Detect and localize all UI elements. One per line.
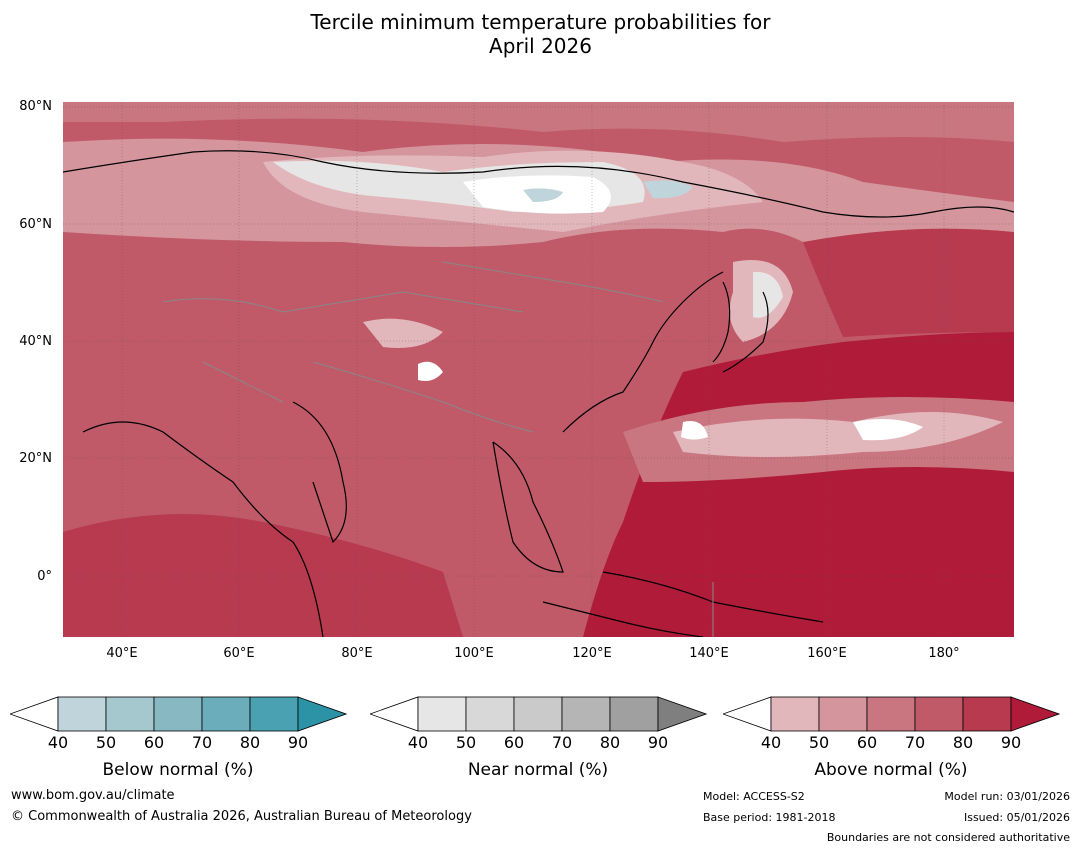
lon-label-40e: 40°E <box>106 646 138 661</box>
colorbar-segment <box>201 696 251 732</box>
tick: 40 <box>407 733 429 752</box>
footer-copyright: © Commonwealth of Australia 2026, Austra… <box>11 809 472 824</box>
colorbar-segment <box>57 696 107 732</box>
title-line-1: Tercile minimum temperature probabilitie… <box>310 10 771 34</box>
tick: 70 <box>191 733 213 752</box>
colorbar-near <box>370 696 707 732</box>
colorbar-above-low-arrow <box>723 696 772 732</box>
lon-label-140e: 140°E <box>689 646 729 661</box>
indian-ocean-zone <box>63 514 463 637</box>
lat-label-80n: 80°N <box>19 99 52 114</box>
footer-model-run: Model run: 03/01/2026 <box>944 790 1070 803</box>
lat-label-40n: 40°N <box>19 334 52 349</box>
tibet-white-spot <box>418 361 443 381</box>
colorbar-segment <box>609 696 659 732</box>
tick: 50 <box>455 733 477 752</box>
tick: 40 <box>47 733 69 752</box>
colorbar-segment <box>866 696 916 732</box>
colorbar-near-low-arrow <box>370 696 419 732</box>
footer-base-period: Base period: 1981-2018 <box>703 811 836 824</box>
tick: 80 <box>952 733 974 752</box>
colorbar-segment <box>962 696 1012 732</box>
colorbar-above-segments <box>770 696 1012 732</box>
north-pacific-zone <box>803 228 1014 337</box>
map-canvas <box>63 102 1014 637</box>
colorbar-segment <box>153 696 203 732</box>
tick: 60 <box>143 733 165 752</box>
tick: 70 <box>551 733 573 752</box>
colorbar-segment <box>249 696 299 732</box>
colorbar-segment <box>914 696 964 732</box>
japan-near-normal <box>753 271 783 318</box>
colorbar-above <box>723 696 1060 732</box>
probability-map <box>63 102 1014 637</box>
tick: 70 <box>904 733 926 752</box>
lon-label-160e: 160°E <box>807 646 847 661</box>
tick: 80 <box>599 733 621 752</box>
tick: 90 <box>647 733 669 752</box>
tick: 80 <box>239 733 261 752</box>
subtropical-white-1 <box>853 418 923 441</box>
footer-disclaimer: Boundaries are not considered authoritat… <box>826 831 1070 844</box>
colorbar-segment <box>818 696 868 732</box>
colorbar-near-title: Near normal (%) <box>467 760 609 780</box>
colorbar-segment <box>417 696 467 732</box>
lon-label-100e: 100°E <box>454 646 494 661</box>
title-line-2: April 2026 <box>489 34 592 58</box>
lat-label-0: 0° <box>37 569 52 584</box>
subtropical-pale <box>673 412 1003 457</box>
lon-label-180: 180° <box>928 646 960 661</box>
colorbar-above-high-arrow <box>1010 696 1060 732</box>
colorbar-below-title: Below normal (%) <box>102 760 254 780</box>
country-borders <box>162 261 714 637</box>
colorbar-segment <box>561 696 611 732</box>
footer-model: Model: ACCESS-S2 <box>703 790 805 803</box>
subtropical-white-2 <box>681 421 708 440</box>
tick: 60 <box>503 733 525 752</box>
below-normal-spot-1 <box>523 188 563 202</box>
tick: 60 <box>856 733 878 752</box>
footer-issued: Issued: 05/01/2026 <box>963 811 1070 824</box>
tick: 40 <box>760 733 782 752</box>
colorbar-above-title: Above normal (%) <box>814 760 968 780</box>
lat-label-60n: 60°N <box>19 217 52 232</box>
colorbar-below <box>10 696 347 732</box>
colorbar-below-segments <box>57 696 299 732</box>
coastlines <box>63 150 1014 637</box>
tibet-pale-zone <box>363 318 443 348</box>
footer-website: www.bom.gov.au/climate <box>11 788 175 803</box>
lon-label-120e: 120°E <box>572 646 612 661</box>
lon-label-60e: 60°E <box>223 646 255 661</box>
colorbar-below-high-arrow <box>297 696 347 732</box>
map-title: Tercile minimum temperature probabilitie… <box>0 10 1081 58</box>
tick: 50 <box>95 733 117 752</box>
colorbar-segment <box>465 696 515 732</box>
colorbar-segment <box>513 696 563 732</box>
tick: 50 <box>808 733 830 752</box>
colorbar-near-segments <box>417 696 659 732</box>
gridlines <box>63 102 1014 637</box>
lon-label-80e: 80°E <box>341 646 373 661</box>
tick: 90 <box>1000 733 1022 752</box>
colorbar-below-low-arrow <box>10 696 59 732</box>
colorbar-near-high-arrow <box>657 696 707 732</box>
colorbar-segment <box>770 696 820 732</box>
below-normal-spot-2 <box>643 180 693 199</box>
tick: 90 <box>287 733 309 752</box>
colorbar-segment <box>105 696 155 732</box>
lat-label-20n: 20°N <box>19 451 52 466</box>
arctic-rim-zone <box>63 102 1014 142</box>
